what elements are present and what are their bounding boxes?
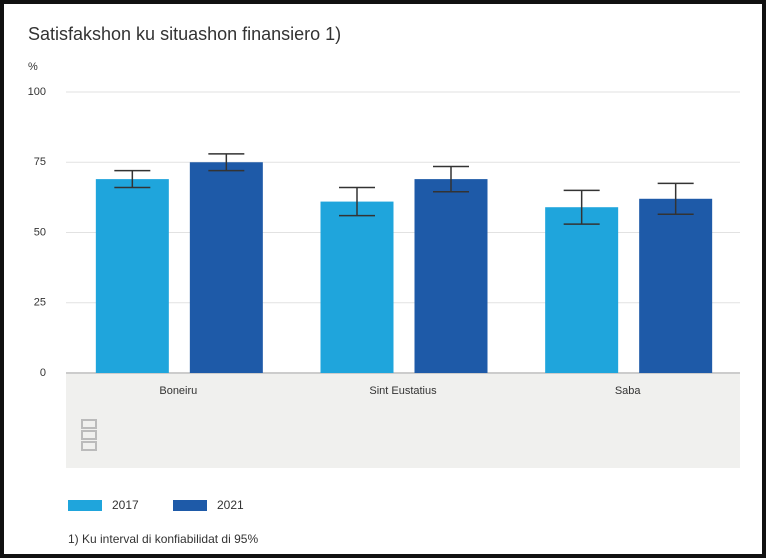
legend-swatch bbox=[68, 500, 102, 511]
bar bbox=[639, 198, 713, 373]
y-tick-label: 75 bbox=[34, 156, 46, 168]
error-bar bbox=[208, 153, 245, 172]
error-bar bbox=[433, 165, 469, 193]
bar bbox=[189, 162, 263, 373]
category-panel bbox=[66, 374, 740, 468]
footnote: 1) Ku interval di konfiabilidat di 95% bbox=[68, 532, 258, 546]
legend-label: 2017 bbox=[112, 498, 139, 512]
bar bbox=[414, 179, 488, 373]
legend-swatch bbox=[173, 500, 207, 511]
y-tick-label: 25 bbox=[34, 297, 46, 309]
y-tick-label: 50 bbox=[34, 226, 46, 238]
x-tick-label: Saba bbox=[615, 385, 642, 397]
x-tick-label: Boneiru bbox=[159, 385, 197, 397]
y-tick-label: 100 bbox=[28, 86, 46, 98]
y-axis-label: % bbox=[28, 61, 38, 73]
x-tick-label: Sint Eustatius bbox=[369, 385, 437, 397]
chart-title: Satisfakshon ku situashon finansiero 1) bbox=[28, 24, 341, 44]
logo bbox=[81, 419, 97, 451]
error-bar bbox=[339, 186, 375, 217]
legend-label: 2021 bbox=[217, 498, 244, 512]
bar bbox=[95, 179, 169, 373]
y-tick-label: 0 bbox=[40, 367, 46, 379]
error-bar bbox=[114, 169, 151, 189]
bar bbox=[545, 207, 619, 373]
error-bar bbox=[657, 182, 694, 215]
bar bbox=[320, 201, 394, 373]
error-bar bbox=[563, 189, 600, 225]
